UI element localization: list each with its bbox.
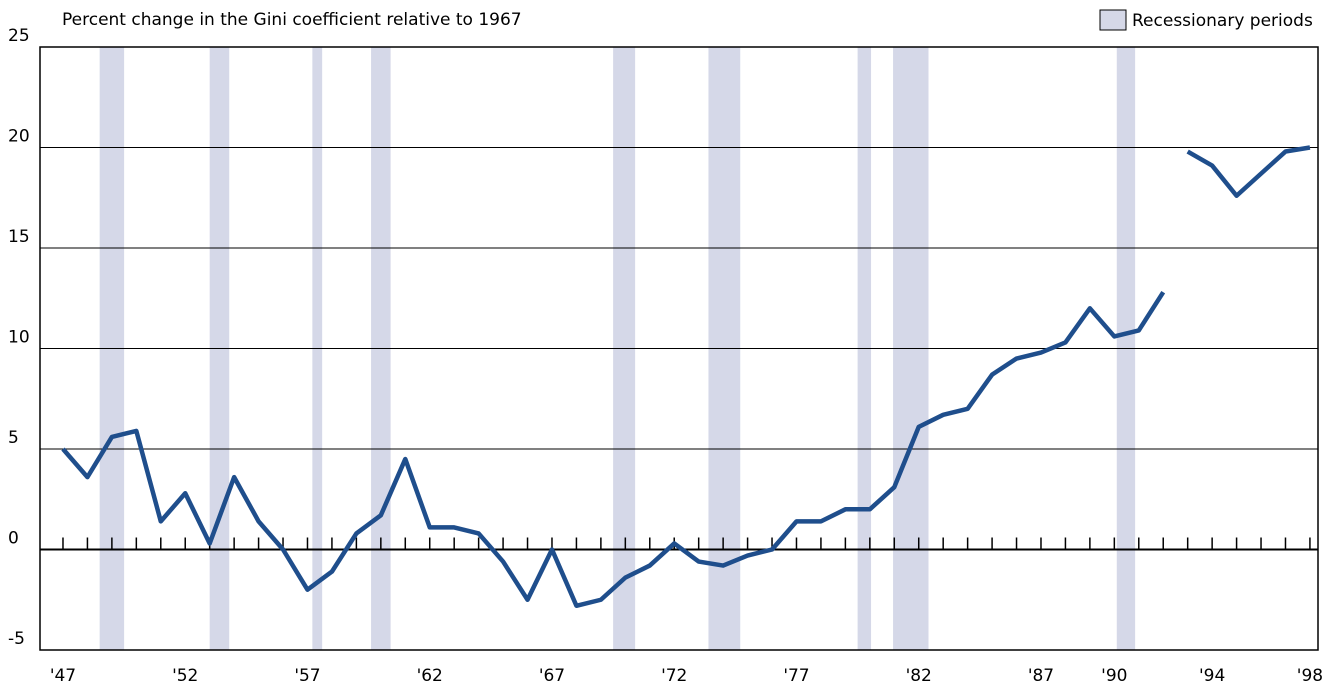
y-tick-label: 0: [8, 529, 19, 549]
x-tick-label: '77: [783, 666, 809, 686]
x-tick-label: '87: [1028, 666, 1054, 686]
x-tick-label: '98: [1297, 666, 1323, 686]
y-tick-label: 5: [8, 428, 19, 448]
y-tick-label: 10: [8, 328, 30, 348]
y-tick-label: -5: [8, 629, 25, 649]
legend-label: Recessionary periods: [1132, 11, 1313, 31]
data-line: [61, 291, 1166, 609]
x-tick-label: '47: [50, 666, 76, 686]
x-tick-label: '72: [661, 666, 687, 686]
chart-title: Percent change in the Gini coefficient r…: [62, 10, 522, 30]
x-tick-label: '62: [417, 666, 443, 686]
plot-frame: [39, 46, 1319, 651]
y-tick-label: 25: [8, 26, 30, 46]
y-tick-label: 20: [8, 127, 30, 147]
y-tick-label: 15: [8, 227, 30, 247]
x-tick-label: '67: [539, 666, 565, 686]
data-line: [1186, 145, 1311, 198]
x-tick-label: '52: [172, 666, 198, 686]
legend-swatch: [1099, 9, 1127, 31]
x-tick-label: '94: [1199, 666, 1225, 686]
x-tick-label: '57: [294, 666, 320, 686]
x-tick-label: '90: [1101, 666, 1127, 686]
x-tick-label: '82: [906, 666, 932, 686]
